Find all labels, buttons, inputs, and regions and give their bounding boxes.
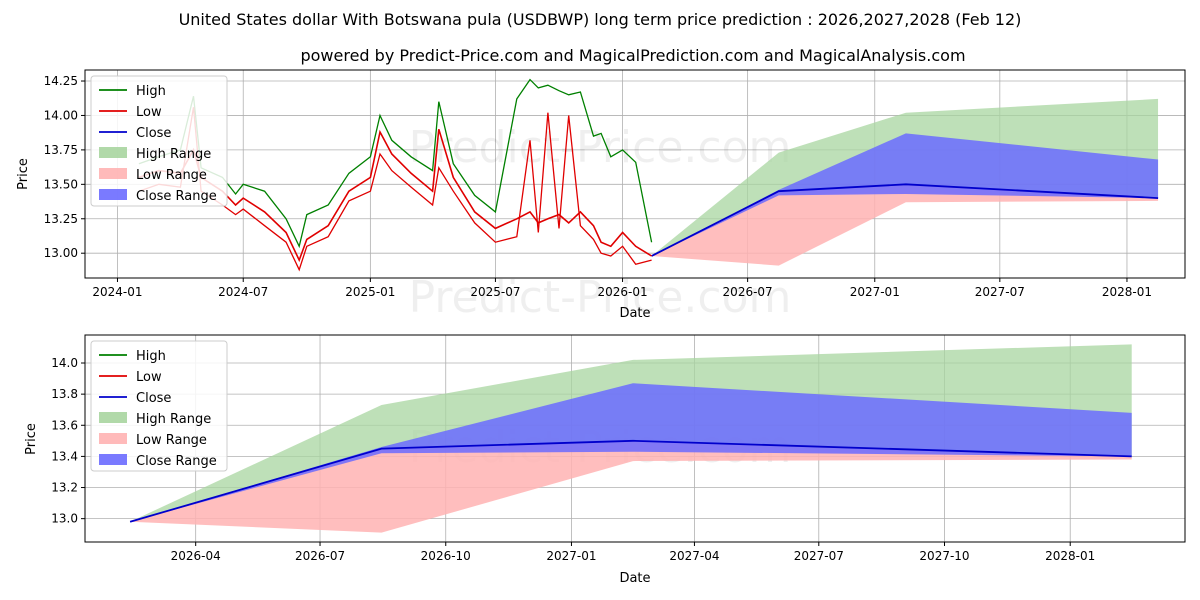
x-tick-label: 2026-04 (171, 549, 221, 563)
bottom-range-areas (130, 344, 1132, 533)
bottom-y-axis-label: Price (24, 423, 39, 455)
top-watermark: Predict-Price.com Predict-Price.com (409, 122, 792, 323)
chart-subtitle: powered by Predict-Price.com and Magical… (300, 46, 965, 65)
y-tick-label: 14.0 (51, 356, 78, 370)
legend-area-swatch (99, 412, 127, 423)
legend-area-swatch (99, 454, 127, 465)
x-tick-label: 2027-07 (975, 285, 1025, 299)
top-x-axis-label: Date (619, 306, 650, 321)
legend-label: Close (136, 391, 171, 406)
x-tick-label: 2025-01 (345, 285, 395, 299)
y-tick-label: 13.00 (44, 246, 78, 260)
y-tick-label: 13.25 (44, 212, 78, 226)
watermark-text: Predict-Price.com (409, 272, 792, 323)
legend-label: Close Range (136, 189, 217, 204)
low-range-area (651, 184, 1159, 266)
y-tick-label: 13.8 (51, 387, 78, 401)
x-tick-label: 2027-01 (850, 285, 900, 299)
legend-label: Low Range (136, 433, 207, 448)
legend-area-swatch (99, 168, 127, 179)
legend-label: High Range (136, 147, 211, 162)
x-tick-label: 2026-10 (421, 549, 471, 563)
legend-area-swatch (99, 147, 127, 158)
bottom-y-ticks: 13.0 13.2 13.4 13.6 13.8 14.0 (51, 356, 85, 526)
x-tick-label: 2024-01 (92, 285, 142, 299)
top-y-ticks: 13.00 13.25 13.50 13.75 14.00 14.25 (44, 74, 85, 260)
y-tick-label: 13.75 (44, 143, 78, 157)
low-range-area (130, 440, 1132, 533)
x-tick-label: 2026-07 (295, 549, 345, 563)
forecast-close-line (129, 439, 1132, 523)
top-y-axis-label: Price (16, 158, 31, 190)
top-plot-frame (84, 69, 1186, 279)
legend-label: Close Range (136, 454, 217, 469)
history-high-line (138, 78, 653, 249)
bottom-series-lines (129, 439, 1132, 523)
legend-label: High (136, 349, 166, 364)
top-legend: High Low Close High Range Low Range Close Ran… (90, 75, 228, 207)
x-tick-label: 2028-01 (1045, 549, 1095, 563)
y-tick-label: 14.25 (44, 74, 78, 88)
top-x-ticks: 2024-01 2024-07 2025-01 2025-07 2026-01 2026-… (92, 278, 1152, 299)
x-tick-label: 2024-07 (218, 285, 268, 299)
x-tick-label: 2026-07 (723, 285, 773, 299)
top-range-areas (651, 98, 1159, 266)
legend-label: Low Range (136, 168, 207, 183)
x-tick-label: 2027-04 (669, 549, 719, 563)
history-close-line (138, 128, 653, 263)
y-tick-label: 13.6 (51, 418, 78, 432)
watermark-text: Predict-Price.com (409, 122, 792, 173)
bottom-x-ticks: 2026-04 2026-07 2026-10 2027-01 2027-04 2027-… (171, 542, 1095, 563)
x-tick-label: 2027-07 (794, 549, 844, 563)
close-range-area (130, 383, 1132, 522)
legend-label: Low (136, 105, 162, 120)
legend-area-swatch (99, 189, 127, 200)
forecast-close-line (651, 183, 1159, 257)
x-tick-label: 2027-10 (919, 549, 969, 563)
bottom-x-axis-label: Date (619, 571, 650, 586)
x-tick-label: 2025-07 (470, 285, 520, 299)
legend-label: Low (136, 370, 162, 385)
x-tick-label: 2026-01 (597, 285, 647, 299)
forecast-zoom-panel: Predict-Price.com 2026-042026-072026-102… (24, 334, 1186, 586)
y-tick-label: 13.0 (51, 512, 78, 526)
history-forecast-panel: Predict-Price.com Predict-Price.com 2024… (16, 69, 1186, 323)
legend-area-swatch (99, 433, 127, 444)
chart-title: United States dollar With Botswana pula … (179, 10, 1022, 29)
y-tick-label: 13.4 (51, 449, 78, 463)
bottom-plot-frame (84, 334, 1186, 543)
legend-label: Close (136, 126, 171, 141)
history-low-line (138, 107, 652, 272)
legend-label: High (136, 84, 166, 99)
y-tick-label: 13.2 (51, 481, 78, 495)
bottom-legend: High Low Close High Range Low Range Close Ran… (90, 340, 228, 472)
x-tick-label: 2028-01 (1102, 285, 1152, 299)
close-range-area (651, 133, 1159, 256)
y-tick-label: 13.50 (44, 177, 78, 191)
y-tick-label: 14.00 (44, 108, 78, 122)
x-tick-label: 2027-01 (546, 549, 596, 563)
legend-label: High Range (136, 412, 211, 427)
top-series-lines (138, 78, 1159, 272)
